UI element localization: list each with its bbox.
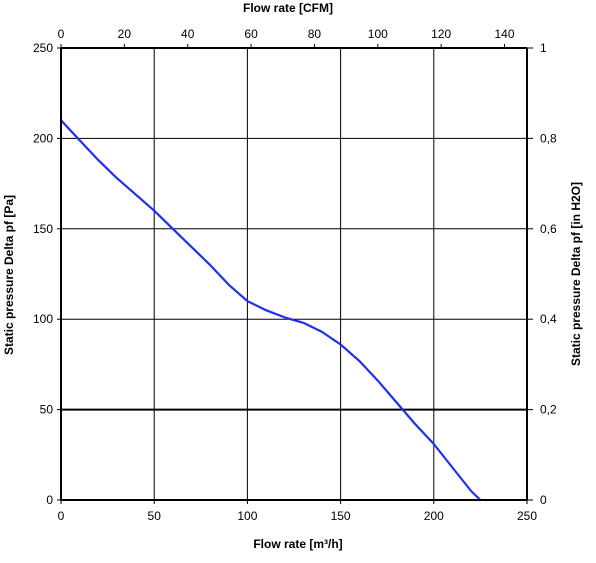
right-y-tick-label: 0,6	[540, 222, 557, 236]
top-x-tick-label: 100	[368, 27, 388, 41]
x-tick-label: 50	[148, 509, 162, 523]
x-tick-label: 100	[237, 509, 257, 523]
right-y-tick-label: 0,2	[540, 403, 557, 417]
y-tick-label: 250	[33, 41, 53, 55]
top-x-axis-title: Flow rate [CFM]	[243, 1, 333, 15]
x-tick-label: 0	[58, 509, 65, 523]
top-x-tick-label: 40	[181, 27, 195, 41]
x-tick-label: 150	[331, 509, 351, 523]
top-x-tick-label: 140	[494, 27, 514, 41]
y-tick-label: 100	[33, 312, 53, 326]
right-y-tick-label: 0,8	[540, 131, 557, 145]
y-tick-label: 150	[33, 222, 53, 236]
right-y-tick-label: 0	[540, 493, 547, 507]
top-x-tick-label: 0	[58, 27, 65, 41]
top-x-tick-label: 20	[118, 27, 132, 41]
grid	[61, 48, 527, 500]
x-axis-title: Flow rate [m³/h]	[253, 537, 342, 551]
right-y-tick-label: 1	[540, 41, 547, 55]
x-tick-label: 250	[517, 509, 537, 523]
top-x-tick-label: 60	[244, 27, 258, 41]
right-y-tick-label: 0,4	[540, 312, 557, 326]
series-line	[59, 119, 482, 502]
y-tick-label: 0	[46, 493, 53, 507]
y-tick-label: 50	[40, 403, 54, 417]
y-axis-title: Static pressure Delta pf [Pa]	[2, 195, 16, 355]
x-tick-label: 200	[424, 509, 444, 523]
axes	[57, 44, 533, 504]
right-y-axis-title: Static pressure Delta pf [in H2O]	[569, 182, 583, 366]
y-tick-label: 200	[33, 131, 53, 145]
series-layer	[59, 119, 482, 502]
top-x-tick-label: 80	[308, 27, 322, 41]
top-x-tick-label: 120	[431, 27, 451, 41]
